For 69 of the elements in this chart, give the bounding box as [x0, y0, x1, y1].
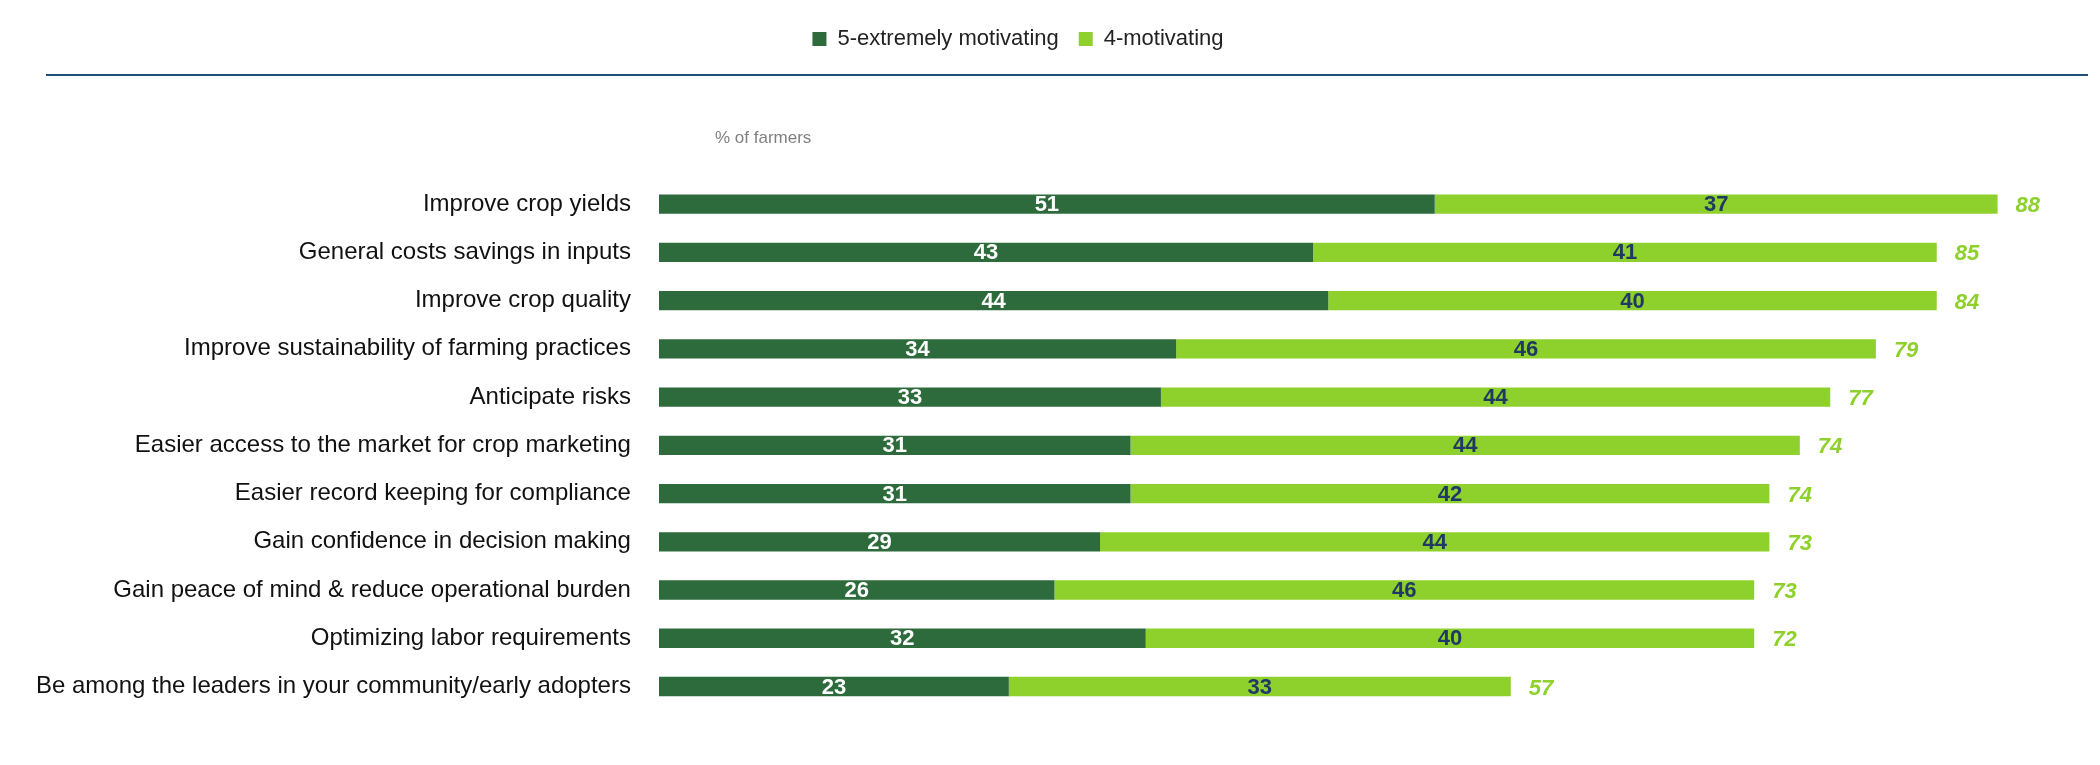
total-label: 85	[1954, 240, 1980, 266]
bar	[658, 339, 1177, 359]
data-label: 33	[897, 384, 923, 410]
bar	[658, 628, 1146, 648]
bar	[1434, 194, 1998, 214]
y-tick-label: General costs savings in inputs	[298, 236, 631, 264]
y-tick-label: Gain peace of mind & reduce operational burden	[113, 574, 631, 602]
y-tick-label: Easier record keeping for compliance	[234, 478, 631, 506]
data-label: 42	[1437, 480, 1463, 506]
bar	[658, 194, 1435, 214]
data-label: 31	[882, 480, 907, 506]
data-label: 26	[844, 577, 869, 603]
bar	[658, 483, 1131, 504]
total-label: 77	[1848, 385, 1875, 411]
y-tick-label: Be among the leaders in your community/early adopters	[35, 671, 631, 699]
total-label: 57	[1528, 674, 1556, 700]
total-label: 88	[2015, 192, 2041, 218]
total-label: 74	[1787, 481, 1812, 507]
total-label: 72	[1772, 626, 1798, 652]
bar	[1100, 532, 1770, 552]
total-label: 79	[1893, 336, 1920, 362]
data-label: 46	[1513, 335, 1539, 361]
y-tick-label: Easier access to the market for crop marketing	[134, 429, 631, 457]
total-label: 73	[1787, 529, 1812, 555]
y-tick-label: Anticipate risks	[469, 381, 631, 409]
data-label: 31	[882, 432, 907, 458]
bar	[1054, 580, 1755, 600]
bar	[1130, 435, 1800, 455]
bar	[1313, 242, 1937, 262]
y-tick-label: Optimizing labor requirements	[310, 622, 631, 650]
legend-label: 5-extremely motivating	[837, 25, 1059, 51]
bar	[658, 387, 1161, 407]
bar	[658, 532, 1101, 552]
bar	[1328, 290, 1937, 311]
data-label: 40	[1437, 625, 1463, 651]
text: % of farmers	[714, 127, 812, 147]
data-label: 44	[1422, 528, 1448, 554]
data-label: 51	[1034, 191, 1060, 217]
bar	[658, 435, 1131, 455]
data-label: 33	[1247, 673, 1273, 699]
bar	[1160, 387, 1831, 407]
y-tick-label: Improve crop quality	[414, 285, 631, 313]
data-label: 23	[821, 673, 847, 699]
bar	[658, 676, 1009, 697]
bar	[658, 290, 1329, 311]
data-label: 37	[1703, 191, 1729, 217]
data-label: 46	[1392, 577, 1417, 603]
bar	[658, 242, 1314, 262]
data-label: 41	[1612, 239, 1638, 265]
data-label: 32	[890, 625, 915, 651]
y-tick-label: Improve sustainability of farming practices	[184, 333, 631, 361]
data-label: 44	[1452, 432, 1479, 458]
total-label: 74	[1817, 433, 1843, 459]
total-label: 84	[1954, 288, 1980, 314]
total-label: 73	[1772, 578, 1797, 604]
y-tick-label: Improve crop yields	[422, 188, 631, 216]
data-label: 44	[1483, 384, 1509, 410]
data-label: 34	[905, 335, 931, 361]
bar	[1008, 676, 1511, 697]
data-label: 44	[981, 287, 1007, 313]
data-label: 43	[973, 239, 999, 265]
bar	[1176, 339, 1876, 359]
bar	[1130, 483, 1770, 504]
bar	[658, 580, 1055, 600]
legend-label: 4-motivating	[1103, 25, 1224, 51]
data-label: 40	[1620, 287, 1645, 313]
y-tick-label: Gain confidence in decision making	[253, 526, 631, 554]
bar	[1145, 628, 1755, 648]
data-label: 29	[867, 528, 892, 554]
